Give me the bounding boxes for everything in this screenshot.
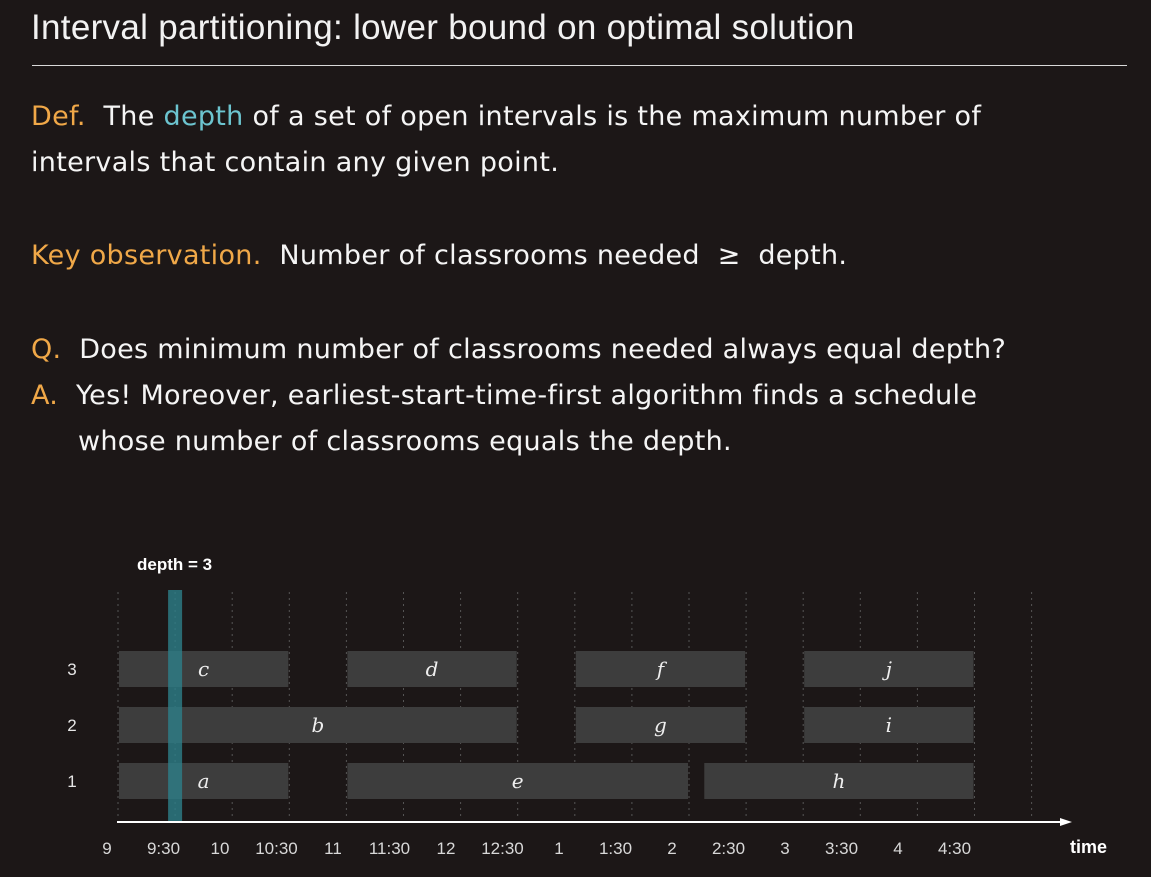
tick-label: 12:30 (481, 839, 524, 858)
tick-label: 9:30 (147, 839, 180, 858)
definition-line-2: intervals that contain any given point. (31, 147, 560, 178)
interval-label-d: d (426, 657, 439, 681)
tick-label: 12 (437, 839, 456, 858)
interval-label-a: a (198, 769, 210, 793)
interval-label-i: i (886, 713, 892, 737)
depth-highlight-band (168, 590, 183, 822)
interval-label-j: j (882, 657, 892, 681)
answer-text: Yes! Moreover, earliest-start-time-first… (58, 380, 978, 411)
tick-label: 4 (893, 839, 902, 858)
interval-bar-i (804, 707, 974, 743)
question-prefix: Q. (31, 334, 62, 365)
tick-label: 2:30 (712, 839, 745, 858)
tick-label: 4:30 (938, 839, 971, 858)
row-label-3: 3 (67, 660, 76, 679)
interval-label-g: g (654, 713, 667, 737)
def-prefix: Def. (31, 101, 86, 132)
interval-label-c: c (198, 657, 209, 681)
tick-label: 2 (667, 839, 676, 858)
interval-bars (119, 651, 974, 799)
interval-bar-j (804, 651, 974, 687)
tick-label: 11:30 (369, 839, 410, 858)
row-label-2: 2 (67, 716, 76, 735)
question-text: Does minimum number of classrooms needed… (61, 334, 1007, 365)
interval-label-e: e (512, 769, 524, 793)
depth-label: depth = 3 (137, 555, 212, 574)
answer-line-2: whose number of classrooms equals the de… (78, 426, 732, 457)
answer: A. Yes! Moreover, earliest-start-time-fi… (31, 380, 977, 412)
tick-label: 9 (102, 839, 111, 858)
tick-label: 10:30 (255, 839, 298, 858)
tick-label: 11 (324, 839, 342, 858)
interval-bar-f (575, 651, 746, 687)
interval-bar-b (119, 707, 517, 743)
time-axis-arrowhead (1060, 818, 1072, 826)
time-axis-label: time (1070, 837, 1107, 857)
title-divider (32, 65, 1127, 66)
def-text-after: of a set of open intervals is the maximu… (243, 101, 982, 132)
key-observation: Key observation. Number of classrooms ne… (31, 240, 847, 272)
slide-title: Interval partitioning: lower bound on op… (31, 8, 855, 47)
time-gridlines (117, 592, 1033, 818)
observation-prefix: Key observation. (31, 240, 262, 271)
interval-label-h: h (832, 769, 845, 793)
interval-label-b: b (311, 713, 324, 737)
answer-prefix: A. (31, 380, 59, 411)
def-text-before: The (85, 101, 164, 132)
depth-term: depth (163, 101, 244, 132)
interval-bar-a (119, 763, 289, 799)
tick-label: 3 (780, 839, 789, 858)
row-labels: 1 2 3 (67, 660, 76, 791)
interval-bar-e (347, 763, 688, 799)
tick-label: 10 (211, 839, 230, 858)
row-label-1: 1 (67, 772, 76, 791)
tick-label: 3:30 (825, 839, 858, 858)
interval-bar-c (119, 651, 289, 687)
observation-text: Number of classrooms needed ≥ depth. (261, 240, 848, 271)
interval-bar-d (347, 651, 517, 687)
tick-label: 1 (554, 839, 563, 858)
question: Q. Does minimum number of classrooms nee… (31, 334, 1006, 366)
tick-label: 1:30 (599, 839, 632, 858)
time-tick-labels: 9 9:30 10 10:30 11 11:30 12 12:30 1 1:30 2 2:30 3 3:3… (102, 839, 971, 858)
interval-bar-g (575, 707, 746, 743)
definition-line-1: Def. The depth of a set of open interval… (31, 101, 981, 133)
interval-bar-h (704, 763, 974, 799)
